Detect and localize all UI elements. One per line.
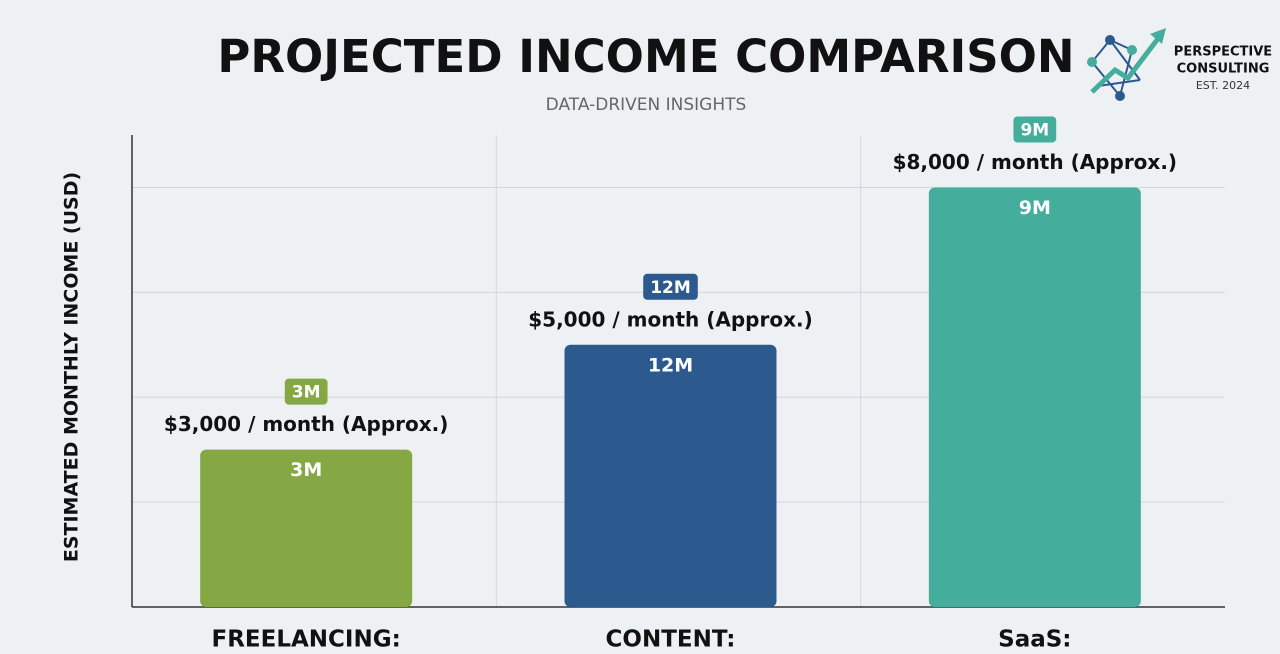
badge-label: 9M [1020,120,1049,140]
bar-inner-label: 12M [648,354,693,376]
logo-name: CONSULTING [1177,62,1270,77]
logo-node [1115,91,1125,101]
logo-node [1087,57,1097,67]
value-label: $8,000 / month (Approx.) [893,150,1177,174]
bar [200,449,413,607]
chart-title: PROJECTED INCOME COMPARISON [217,30,1074,83]
bar [928,187,1141,607]
value-label: $3,000 / month (Approx.) [164,412,448,436]
chart-subtitle: DATA-DRIVEN INSIGHTS [546,95,747,115]
logo-node [1127,45,1137,55]
logo-established: EST. 2024 [1196,79,1250,92]
badge-label: 12M [650,278,691,298]
logo: PERSPECTIVE CONSULTING EST. 2024 [1087,28,1272,101]
value-badge [284,378,328,405]
logo-arrow [1090,34,1162,94]
x-tick-label: SaaS: [998,627,1071,653]
x-tick-label: CONTENT: [606,627,736,653]
value-label: $5,000 / month (Approx.) [528,307,812,331]
logo-arrowhead [1150,28,1166,44]
value-badge [643,273,698,300]
badge-label: 3M [292,383,321,403]
y-axis-label: ESTIMATED MONTHLY INCOME (USD) [61,172,83,562]
bar [564,344,777,607]
logo-name: PERSPECTIVE [1174,45,1272,60]
x-tick-label: FREELANCING: [212,627,401,653]
bar-inner-label: 9M [1019,197,1051,219]
bar-inner-label: 3M [290,459,322,481]
logo-node [1105,35,1115,45]
value-badge [1013,116,1057,143]
